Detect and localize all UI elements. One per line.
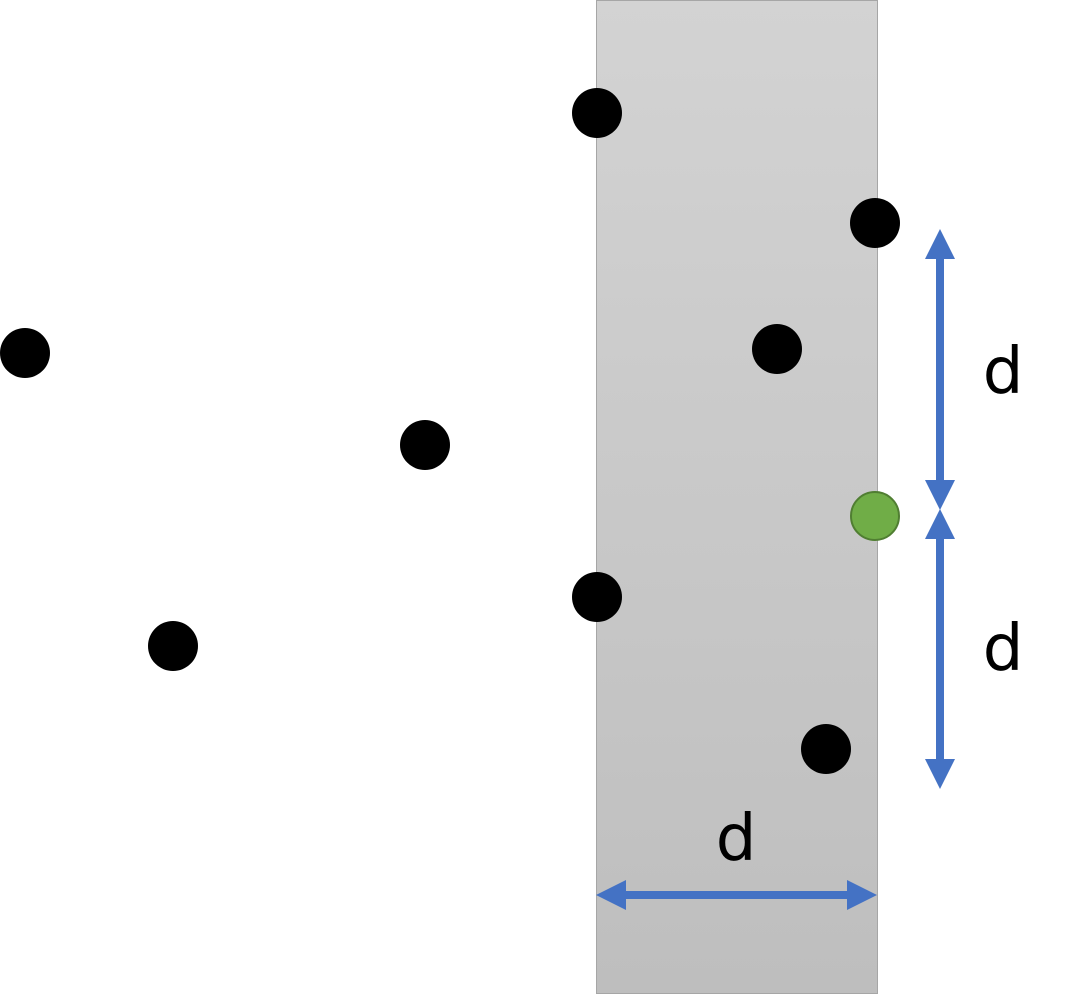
label-vertical-lower-d: d: [983, 612, 1024, 686]
point-middle: [400, 420, 450, 470]
points-group: [0, 88, 900, 774]
point-left-lower: [148, 621, 198, 671]
point-strip-inner: [752, 324, 802, 374]
strip-region: [596, 0, 878, 994]
vertical-upper-d-arrow: [925, 229, 955, 510]
point-strip-right-top: [850, 198, 900, 248]
point-strip-lower: [801, 724, 851, 774]
point-left-upper: [0, 328, 50, 378]
label-vertical-upper-d: d: [983, 335, 1024, 409]
highlighted-point: [850, 491, 900, 541]
label-horizontal-d: d: [716, 802, 757, 876]
vertical-lower-d-arrow: [925, 509, 955, 789]
point-strip-edge-bottom: [572, 572, 622, 622]
horizontal-d-arrow: [596, 880, 877, 910]
point-strip-edge-top: [572, 88, 622, 138]
